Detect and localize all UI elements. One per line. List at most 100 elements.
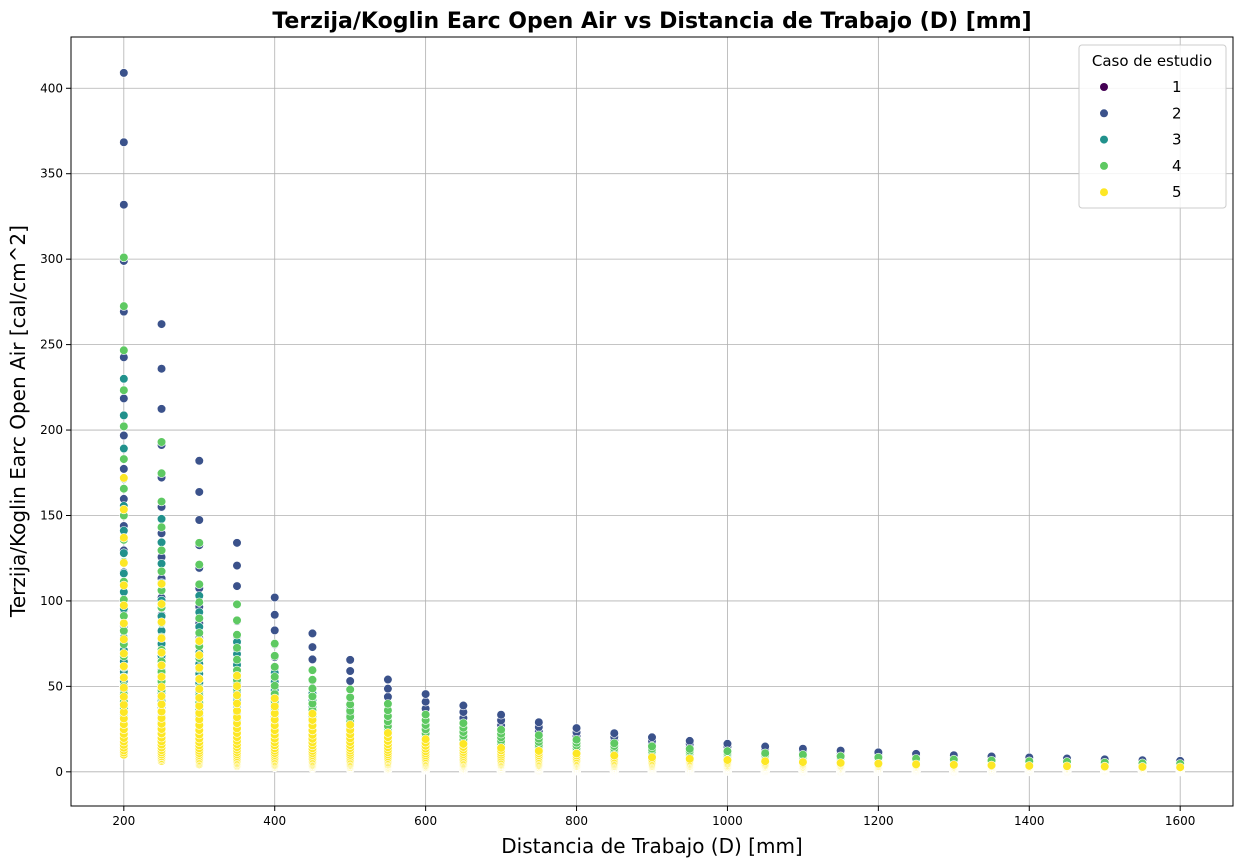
data-point [194,636,204,646]
legend-label-4: 4 [1172,157,1182,175]
legend: Caso de estudio 1 2 3 4 5 [1078,44,1227,209]
data-point [307,675,318,685]
data-point [421,709,431,720]
x-axis-ticks: 200 400 600 800 1000 1200 1400 1600 [112,806,1195,828]
data-point [232,698,242,709]
chart-title: Terzija/Koglin Earc Open Air vs Distanci… [272,9,1031,34]
data-point [345,666,355,676]
data-point [270,625,280,635]
y-tick-label: 350 [40,167,63,181]
data-point [119,692,129,702]
data-point [1062,761,1072,771]
data-point [119,385,129,395]
data-point [119,661,129,671]
data-point [119,648,129,659]
data-point [760,748,770,758]
data-point [156,437,167,447]
data-point [232,630,242,640]
data-point [571,735,582,745]
data-point [156,364,167,374]
data-point [383,728,393,738]
legend-label-3: 3 [1172,131,1182,149]
data-point [534,746,544,756]
data-point [119,533,129,543]
data-point [798,757,808,767]
data-points [119,68,1185,777]
legend-marker-2 [1100,109,1108,118]
data-point [1175,762,1185,772]
data-point [270,681,280,691]
data-point [760,756,770,766]
series-3-points [119,374,1185,776]
data-point [119,430,129,441]
data-point [647,752,657,762]
x-tick-label: 1200 [863,814,894,828]
series-5-points [119,473,1185,777]
data-point [458,739,468,749]
data-point [421,697,431,707]
data-point [270,639,280,649]
data-point [156,682,167,692]
data-point [232,643,242,653]
data-point [232,581,242,591]
data-point [119,568,129,579]
legend-label-2: 2 [1172,104,1182,122]
data-point [722,755,733,765]
data-point [647,741,657,751]
data-point [232,560,242,571]
data-point [194,693,204,703]
data-point [421,734,431,744]
data-point [119,421,129,431]
data-point [194,487,204,497]
data-point [119,504,129,515]
data-point [119,600,129,611]
legend-entries: 1 2 3 4 5 [1100,78,1182,201]
data-point [156,496,167,507]
legend-label-1: 1 [1172,78,1182,96]
data-point [685,754,695,764]
data-point [685,744,695,754]
data-point [383,684,393,694]
legend-box [1078,44,1227,209]
data-point [307,628,318,639]
data-point [949,760,959,770]
data-point [119,548,129,558]
data-point [270,592,280,603]
data-point [232,599,242,609]
data-point [156,579,167,589]
data-point [194,560,204,570]
data-point [307,665,318,675]
data-point [1024,761,1034,771]
data-point [194,684,204,694]
data-point [119,443,129,454]
data-point [496,743,506,753]
data-point [119,393,129,404]
data-point [722,746,733,756]
data-point [836,758,846,768]
data-point [119,700,129,710]
data-point [609,750,619,761]
x-tick-label: 400 [263,814,286,828]
data-point [194,628,204,638]
data-point [119,473,129,483]
data-point [194,579,204,589]
data-point [307,709,318,719]
y-tick-label: 200 [40,423,63,437]
data-point [609,728,619,738]
data-point [119,683,129,693]
x-tick-label: 200 [112,814,135,828]
data-point [156,522,167,532]
data-point [534,730,544,740]
data-point [119,618,129,628]
data-point [307,654,318,665]
data-point [119,558,129,568]
y-axis-ticks: 0 50 100 150 200 250 300 350 400 [40,81,71,779]
data-point [647,732,657,742]
y-tick-label: 300 [40,252,63,266]
data-point [156,617,167,627]
y-tick-label: 250 [40,338,63,352]
data-point [1137,762,1148,772]
legend-marker-4 [1100,161,1108,170]
data-point [232,671,242,681]
